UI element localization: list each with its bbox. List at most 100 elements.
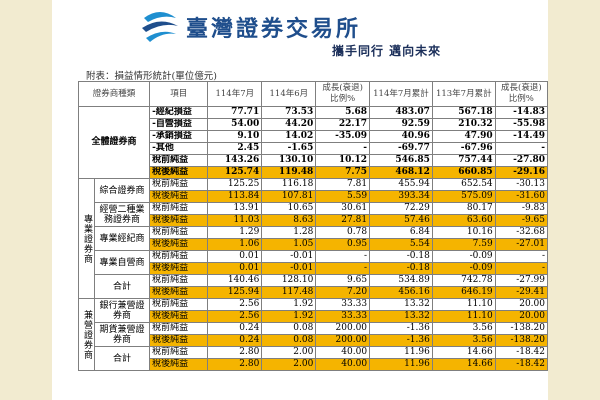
value-cell: -27.01 <box>494 238 548 251</box>
value-cell: -1.36 <box>369 334 433 347</box>
item-cell: 稅前純益 <box>149 154 209 167</box>
value-cell: 125.74 <box>207 166 263 179</box>
value-cell: 5.59 <box>315 190 371 203</box>
table-row: 稅後純益 1.06 1.05 0.95 5.54 7.59 -27.01 <box>79 238 548 251</box>
value-cell: -0.18 <box>369 250 433 263</box>
value-cell: -0.01 <box>261 262 317 275</box>
org-name: 臺灣證券交易所 <box>186 16 362 42</box>
value-cell: - <box>315 250 371 263</box>
table-row: 合計 稅前純益 140.46 128.10 9.65 534.89 742.78 -27.99 <box>79 274 548 299</box>
table-row: 稅後純益 0.01 -0.01- -0.18 -0.09- <box>79 262 548 275</box>
item-cell: 稅後純益 <box>149 238 209 251</box>
value-cell: 5.68 <box>315 106 371 119</box>
group-label: 期貨兼營證券商 <box>93 322 151 347</box>
item-cell: 稅後純益 <box>149 262 209 275</box>
item-cell: 稅前純益 <box>149 274 209 287</box>
value-cell: 20.00 <box>494 310 548 323</box>
value-cell: 63.60 <box>431 214 496 227</box>
value-cell: 9.10 <box>207 130 263 143</box>
item-cell: -經紀損益 <box>149 106 209 119</box>
item-cell: -其他 <box>149 142 209 155</box>
value-cell: 546.85 <box>369 154 433 167</box>
header-jun-2025: 114年6月 <box>261 81 317 107</box>
value-cell: 652.54 <box>431 178 496 191</box>
value-cell: 6.84 <box>369 226 433 239</box>
value-cell: 125.25 <box>207 178 263 191</box>
table-row: -其他 2.45 -1.65- -69.77 -67.96- <box>79 142 548 155</box>
group-label: 綜合證券商 <box>93 178 151 203</box>
value-cell: -69.77 <box>369 142 433 155</box>
value-cell: -18.42 <box>494 346 548 359</box>
table-header-row: 證券商種類 項目 114年7月 114年6月 成長(衰退)比例% 114年7月累… <box>77 81 548 107</box>
value-cell: -9.65 <box>494 214 548 227</box>
value-cell: 14.66 <box>431 358 496 371</box>
table-row: 專業證券商 綜合證券商 稅前純益 125.25 116.18 7.81 455.94 652.… <box>78 178 548 299</box>
value-cell: 130.10 <box>261 154 317 167</box>
value-cell: 455.94 <box>369 178 433 191</box>
value-cell: 200.00 <box>315 322 371 335</box>
value-cell: 13.32 <box>369 310 433 323</box>
group-label: 經營二種業務證券商 <box>93 202 151 227</box>
item-cell: 稅前純益 <box>149 322 209 335</box>
value-cell: 54.00 <box>207 118 263 131</box>
value-cell: 11.03 <box>207 214 263 227</box>
value-cell: 117.48 <box>261 286 317 299</box>
value-cell: 143.26 <box>207 154 263 167</box>
value-cell: 2.56 <box>207 310 263 323</box>
value-cell: 7.81 <box>315 178 371 191</box>
value-cell: 0.24 <box>207 334 263 347</box>
item-cell: 稅後純益 <box>149 166 209 179</box>
value-cell: 77.71 <box>207 106 263 119</box>
value-cell: 575.09 <box>431 190 496 203</box>
item-cell: 稅前純益 <box>149 298 209 311</box>
table-row: 期貨兼營證券商 稅前純益 0.24 0.08 200.00 -1.36 3.56 -138.2… <box>79 322 548 347</box>
value-cell: 92.59 <box>369 118 433 131</box>
value-cell: -0.18 <box>369 262 433 275</box>
value-cell: 80.17 <box>431 202 496 215</box>
item-cell: -自營損益 <box>149 118 209 131</box>
value-cell: 44.20 <box>261 118 317 131</box>
value-cell: - <box>315 142 371 155</box>
value-cell: 0.01 <box>207 262 263 275</box>
value-cell: -27.99 <box>494 274 548 287</box>
value-cell: 10.65 <box>261 202 317 215</box>
specialized-category-label: 專業證券商 <box>78 178 95 299</box>
profit-table: 證券商種類 項目 114年7月 114年6月 成長(衰退)比例% 114年7月累… <box>77 81 548 371</box>
value-cell: - <box>494 250 548 263</box>
table-row: -承銷損益 9.10 14.02 -35.09 40.96 47.90 -14.49 <box>79 130 548 143</box>
value-cell: -27.80 <box>494 154 548 167</box>
document-page: 臺灣證券交易所 攜手同行 邁向未來 附表：損益情形統計(單位億元) 證券商種類 … <box>52 0 548 400</box>
value-cell: 0.01 <box>207 250 263 263</box>
value-cell: 27.81 <box>315 214 371 227</box>
value-cell: 1.06 <box>207 238 263 251</box>
table-row: 稅後純益 125.74 119.48 7.75 468.12 660.85 -29.16 <box>79 166 548 179</box>
group-label: 合計 <box>93 274 151 299</box>
value-cell: 0.08 <box>261 322 317 335</box>
value-cell: -31.60 <box>494 190 548 203</box>
value-cell: 40.96 <box>369 130 433 143</box>
table-caption: 附表：損益情形統計(單位億元) <box>86 71 217 82</box>
table-row: 稅後純益 113.84 107.81 5.59 393.34 575.09 -31.60 <box>79 190 548 203</box>
value-cell: -32.68 <box>494 226 548 239</box>
value-cell: 140.46 <box>207 274 263 287</box>
header-yoy-growth: 成長(衰退)比例% <box>494 81 548 107</box>
table-row: 兼營證券商 銀行兼營證券商 稅前純益 2.56 1.92 33.33 13.32 11.10 2… <box>78 298 548 371</box>
value-cell: 0.24 <box>207 322 263 335</box>
item-cell: 稅前純益 <box>149 346 209 359</box>
group-label: 專業經紀商 <box>93 226 151 251</box>
item-cell: 稅前純益 <box>149 250 209 263</box>
value-cell: 1.92 <box>261 310 317 323</box>
value-cell: 9.65 <box>315 274 371 287</box>
value-cell: 534.89 <box>369 274 433 287</box>
value-cell: 20.00 <box>494 298 548 311</box>
value-cell: 468.12 <box>369 166 433 179</box>
value-cell: 2.00 <box>261 346 317 359</box>
value-cell: -29.16 <box>494 166 548 179</box>
value-cell: 2.00 <box>261 358 317 371</box>
value-cell: 393.34 <box>369 190 433 203</box>
value-cell: 567.18 <box>431 106 496 119</box>
item-cell: 稅後純益 <box>149 190 209 203</box>
value-cell: -14.49 <box>494 130 548 143</box>
group-label: 合計 <box>93 346 151 371</box>
value-cell: 8.63 <box>261 214 317 227</box>
